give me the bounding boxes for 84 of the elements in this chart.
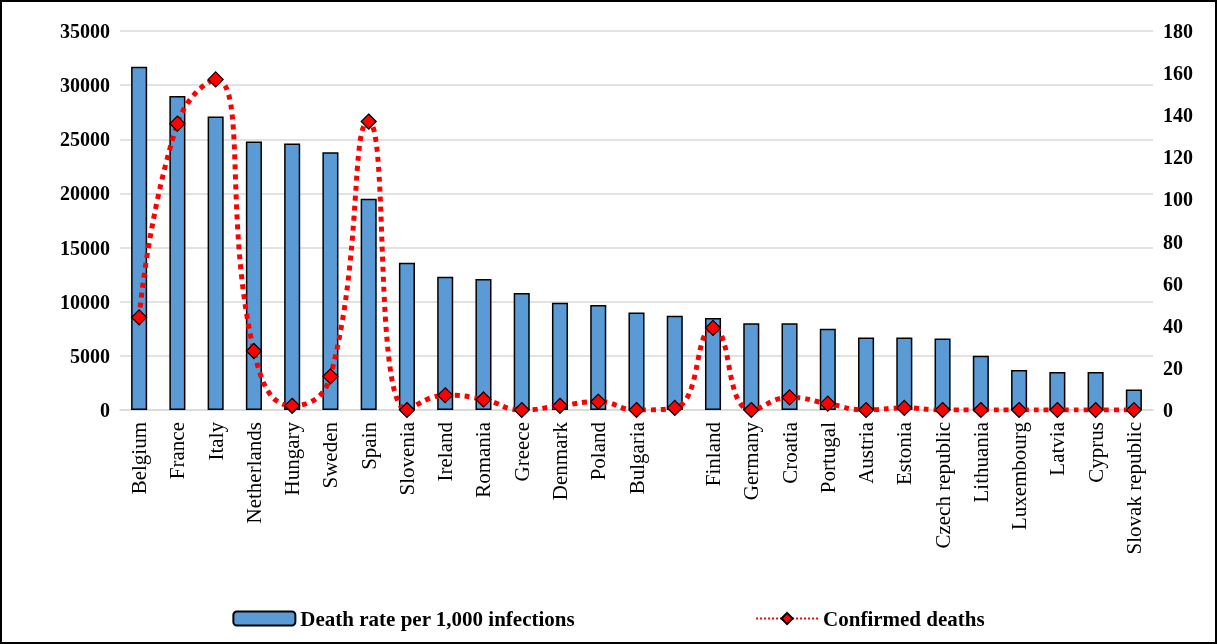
y2-tick-label: 0 [1163, 399, 1173, 421]
y2-tick-label: 160 [1163, 62, 1193, 85]
y-tick-label: 25000 [60, 128, 110, 151]
point [590, 393, 607, 410]
y-tick-label: 30000 [60, 74, 110, 97]
y2-tick-label: 80 [1163, 230, 1183, 253]
point [857, 401, 875, 419]
point [704, 319, 722, 336]
point [1049, 401, 1066, 419]
y2-tick-label: 100 [1163, 188, 1193, 211]
bar [437, 276, 454, 410]
x-tick-label: Belgium [127, 422, 152, 495]
point [513, 401, 530, 419]
x-tick-label: Denmark [547, 421, 572, 501]
bar [322, 152, 339, 410]
x-tick-label: Germany [739, 421, 764, 501]
x-tick-label: Poland [586, 421, 611, 481]
bar [169, 95, 186, 410]
y-tick-label: 20000 [60, 182, 110, 205]
x-tick-label: Slovak republic [1121, 422, 1146, 555]
point [666, 399, 683, 416]
point [743, 401, 760, 419]
x-tick-label: Lithuania [968, 421, 993, 503]
point [896, 399, 913, 416]
point [1087, 401, 1104, 419]
legend-label: Confirmed deaths [823, 606, 985, 631]
y-tick-label: 0 [100, 399, 110, 421]
y-tick-label: 15000 [60, 236, 110, 259]
x-tick-label: Finland [701, 421, 726, 487]
legend-label: Death rate per 1,000 infections [300, 606, 575, 631]
x-tick-label: Netherlands [241, 422, 266, 524]
y-tick-label: 35000 [60, 20, 110, 42]
x-tick-label: Sweden [318, 421, 343, 489]
y2-tick-label: 20 [1163, 356, 1183, 379]
point [131, 309, 148, 326]
y2-tick-label: 40 [1163, 314, 1183, 337]
point [551, 397, 569, 414]
x-tick-label: Hungary [280, 421, 305, 496]
y2-tick-label: 120 [1163, 146, 1193, 169]
point [169, 115, 186, 132]
bar [207, 116, 224, 410]
point [1010, 401, 1028, 419]
point [322, 368, 339, 385]
y-tick-label: 10000 [60, 290, 110, 313]
point [398, 401, 416, 419]
x-tick-label: Spain [356, 421, 381, 470]
x-tick-label: Czech republic [930, 422, 955, 549]
x-tick-label: Romania [471, 421, 496, 498]
point [475, 391, 492, 408]
x-tick-label: France [165, 422, 190, 480]
y2-tick-label: 60 [1163, 272, 1183, 295]
x-tick-label: Estonia [892, 421, 917, 485]
point [1125, 401, 1142, 419]
bar [284, 143, 301, 410]
y-tick-label: 5000 [70, 344, 110, 367]
x-tick-label: Latvia [1045, 421, 1070, 476]
x-tick-label: Cyprus [1083, 422, 1108, 483]
bar [131, 66, 148, 410]
bar [360, 198, 377, 410]
bar [551, 302, 569, 410]
y2-tick-label: 140 [1163, 104, 1193, 127]
x-tick-label: Greece [509, 422, 534, 482]
point [934, 401, 951, 419]
x-tick-label: Portugal [815, 421, 840, 494]
x-tick-label: Slovenia [394, 421, 419, 496]
y2-tick-label: 180 [1163, 20, 1193, 42]
x-tick-label: Bulgaria [624, 421, 649, 495]
bar [245, 141, 262, 410]
point [284, 397, 301, 414]
bar [590, 304, 607, 410]
x-tick-label: Austria [854, 421, 879, 484]
x-tick-label: Luxembourg [1007, 421, 1032, 531]
x-tick-label: Italy [203, 421, 228, 461]
point [819, 395, 836, 412]
point [628, 401, 645, 419]
point [207, 71, 224, 88]
point [781, 389, 798, 406]
point [972, 401, 989, 419]
point [360, 113, 377, 130]
x-tick-label: Croatia [777, 421, 802, 484]
bar [475, 278, 492, 410]
point [245, 342, 263, 360]
point [437, 387, 454, 404]
x-tick-label: Ireland [433, 421, 458, 482]
